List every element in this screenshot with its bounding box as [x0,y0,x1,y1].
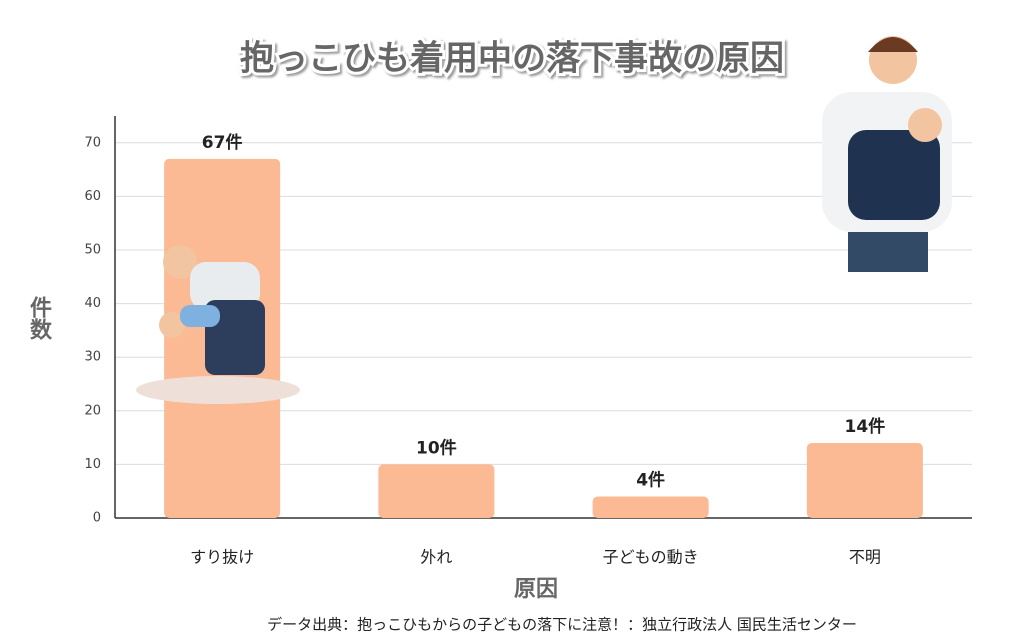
chart-title: 抱っこひも着用中の落下事故の原因 [240,39,784,79]
y-tick-label: 30 [84,350,101,365]
y-tick-label: 0 [93,511,101,526]
value-label: 67件 [202,132,243,153]
illustration-fall [136,245,300,404]
value-label: 10件 [416,437,457,458]
y-tick-label: 40 [84,296,101,311]
y-tick-label: 70 [84,135,101,150]
x-axis-label: 原因 [514,577,558,602]
x-tick-label: 不明 [849,548,881,567]
y-tick-label: 60 [84,189,101,204]
source-note: データ出典：抱っこひもからの子どもの落下に注意！：独立行政法人 国民生活センター [267,616,857,634]
x-tick-label: 子どもの動き [603,548,699,567]
x-tick-label: すり抜け [190,548,254,567]
illustration-parent [822,36,952,272]
y-tick-label: 50 [84,243,101,258]
value-label: 14件 [845,416,886,437]
y-axis-label: 件数 [26,296,52,341]
y-tick-label: 20 [84,403,101,418]
x-tick-label: 外れ [420,548,452,567]
bar [378,464,495,518]
bar [806,442,923,518]
value-label: 4件 [636,470,665,491]
bar [592,496,709,518]
y-tick-label: 10 [84,457,101,472]
